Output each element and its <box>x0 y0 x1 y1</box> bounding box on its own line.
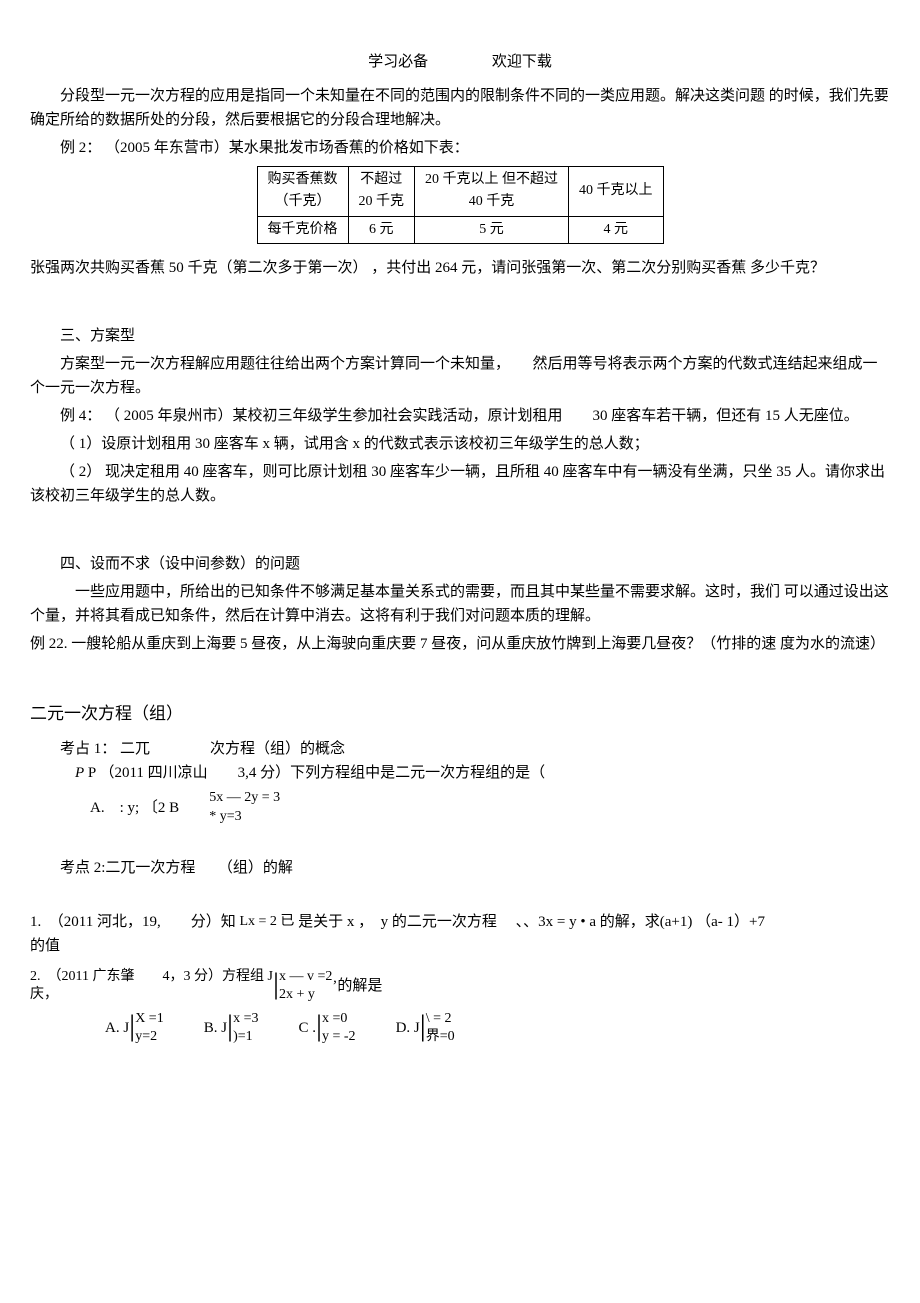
table-cell: 20 千克以上 但不超过 40 千克 <box>415 167 569 217</box>
p-symbol: P <box>75 765 84 781</box>
table-cell: 每千克价格 <box>257 216 348 243</box>
eq-line: X =1 <box>135 1010 164 1028</box>
eq-line: Lx = 2 已 <box>239 913 294 931</box>
eq-line: 界=0 <box>426 1028 455 1046</box>
example-2-label: 例 2： （2005 年东营市）某水果批发市场香蕉的价格如下表： <box>30 136 890 160</box>
equation-system-2: x — v =2 2x + y <box>279 968 332 1004</box>
q2-suffix: ’的解是 <box>332 974 382 998</box>
q1-suffix: 是关于 x ， y 的二元一次方程 、、3x = y • a 的解，求(a+1)… <box>298 914 765 930</box>
q2-prefix: 2. （2011 广东肇 4，3 分）方程组 J <box>30 968 273 986</box>
intro-paragraph: 分段型一元一次方程的应用是指同一个未知量在不同的范围内的限制条件不同的一类应用题… <box>30 84 890 132</box>
option-d-group: D. J | \ = 2 界=0 <box>396 1010 455 1046</box>
header-left: 学习必备 <box>368 50 428 74</box>
header-right: 欢迎下载 <box>492 50 552 74</box>
eq-inline: Lx = 2 已 <box>239 913 294 931</box>
eq-line: \ = 2 <box>426 1010 455 1028</box>
q2-city: 庆， <box>30 986 273 1004</box>
option-a: A. : y; 〔2 B <box>90 796 179 820</box>
table-cell: 5 元 <box>415 216 569 243</box>
cell-text: 20 千克 <box>359 191 405 213</box>
option-label: A. J <box>105 1016 129 1040</box>
section-4-desc: 一些应用题中，所给出的已知条件不够满足基本量关系式的需要，而且其中某些量不需要求… <box>30 580 890 628</box>
brace-icon: | <box>273 969 279 999</box>
option-label: C . <box>298 1016 316 1040</box>
brace-icon: | <box>227 1011 233 1041</box>
q2-prefix-stack: 2. （2011 广东肇 4，3 分）方程组 J 庆， <box>30 968 273 1004</box>
table-cell: 6 元 <box>348 216 415 243</box>
brace-icon: | <box>316 1011 322 1041</box>
kaodian-2-label: 考点 2:二兀一次方程 （组）的解 <box>30 856 890 880</box>
eq-line: )=1 <box>233 1028 258 1046</box>
option-label: B. J <box>204 1016 227 1040</box>
kaodian-1-question: P P （2011 四川凉山 3,4 分）下列方程组中是二元一次方程组的是（ <box>30 761 890 785</box>
example-4-q1: （ 1）设原计划租用 30 座客车 x 辆，试用含 x 的代数式表示该校初三年级… <box>30 432 890 456</box>
question-text: P （2011 四川凉山 3,4 分）下列方程组中是二元一次方程组的是（ <box>88 765 545 781</box>
kaodian-1-label: 考占 1： 二兀 次方程（组）的概念 <box>30 737 890 761</box>
option-c-group: C . | x =0 y = -2 <box>298 1010 355 1046</box>
brace-icon: | <box>420 1011 426 1041</box>
example-22: 例 22. 一艘轮船从重庆到上海要 5 昼夜，从上海驶向重庆要 7 昼夜，问从重… <box>30 632 890 656</box>
example-4-label: 例 4： （ 2005 年泉州市）某校初三年级学生参加社会实践活动，原计划租用 … <box>30 404 890 428</box>
option-system: X =1 y=2 <box>135 1010 164 1046</box>
eq-line: 5x — 2y = 3 <box>209 789 280 807</box>
eq-line: 2x + y <box>279 986 332 1004</box>
part-2-title: 二元一次方程（组） <box>30 700 890 727</box>
eq-line: x =3 <box>233 1010 258 1028</box>
option-system: \ = 2 界=0 <box>426 1010 455 1046</box>
cell-text: 40 千克 <box>425 191 558 213</box>
table-cell: 40 千克以上 <box>569 167 664 217</box>
question-2: 2. （2011 广东肇 4，3 分）方程组 J 庆， | x — v =2 2… <box>30 968 890 1004</box>
cell-text: （千克） <box>268 191 338 213</box>
table-cell: 4 元 <box>569 216 664 243</box>
table-cell: 不超过 20 千克 <box>348 167 415 217</box>
equation-system: 5x — 2y = 3 * y=3 <box>209 789 280 825</box>
section-3-desc: 方案型一元一次方程解应用题往往给出两个方案计算同一个未知量， 然后用等号将表示两… <box>30 352 890 400</box>
table-cell: 购买香蕉数 （千克） <box>257 167 348 217</box>
q1-prefix: 1. （2011 河北，19, 分）知 <box>30 914 236 930</box>
option-system: x =0 y = -2 <box>322 1010 356 1046</box>
answer-options: A. J | X =1 y=2 B. J | x =3 )=1 C . | x … <box>30 1010 890 1046</box>
cell-text: 购买香蕉数 <box>268 169 338 191</box>
cell-text: 不超过 <box>359 169 405 191</box>
eq-line: * y=3 <box>209 808 280 826</box>
option-b-group: B. J | x =3 )=1 <box>204 1010 259 1046</box>
option-system: x =3 )=1 <box>233 1010 258 1046</box>
q1-tail: 的值 <box>30 934 890 958</box>
option-label: D. J <box>396 1016 420 1040</box>
example-4-q2: （ 2） 现决定租用 40 座客车，则可比原计划租 30 座客车少一辆，且所租 … <box>30 460 890 508</box>
eq-line: y=2 <box>135 1028 164 1046</box>
example-2-question: 张强两次共购买香蕉 50 千克（第二次多于第一次） ，共付出 264 元，请问张… <box>30 256 890 280</box>
section-4-title: 四、设而不求（设中间参数）的问题 <box>30 552 890 576</box>
eq-line: x =0 <box>322 1010 356 1028</box>
brace-icon: | <box>129 1011 135 1041</box>
question-1: 1. （2011 河北，19, 分）知 Lx = 2 已 是关于 x ， y 的… <box>30 910 890 934</box>
option-a-group: A. J | X =1 y=2 <box>105 1010 164 1046</box>
eq-line: y = -2 <box>322 1028 356 1046</box>
cell-text: 20 千克以上 但不超过 <box>425 169 558 191</box>
section-3-title: 三、方案型 <box>30 324 890 348</box>
price-table: 购买香蕉数 （千克） 不超过 20 千克 20 千克以上 但不超过 40 千克 … <box>257 166 664 244</box>
eq-line: x — v =2 <box>279 968 332 986</box>
